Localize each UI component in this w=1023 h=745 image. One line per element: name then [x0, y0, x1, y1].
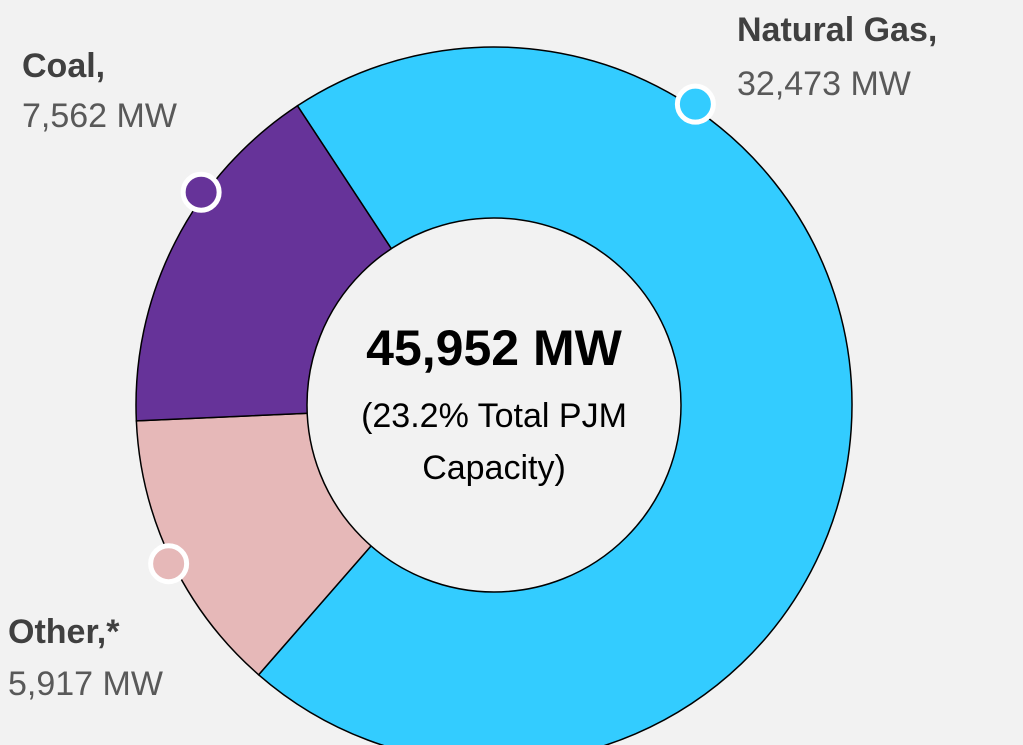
donut-hole — [306, 217, 682, 593]
slice-value: 32,473 MW — [737, 65, 911, 103]
center-title: 45,952 MW — [366, 320, 622, 376]
slice-value: 7,562 MW — [22, 97, 177, 135]
slice-value: 5,917 MW — [8, 665, 163, 703]
label-dot — [180, 171, 222, 213]
slice-name: Other,* — [8, 613, 120, 651]
center-subtitle: (23.2% Total PJM — [361, 397, 627, 435]
label-dot — [148, 543, 190, 585]
slice-name: Natural Gas, — [737, 11, 937, 49]
slice-name: Coal, — [22, 47, 105, 85]
label-dot — [674, 83, 716, 125]
center-subtitle: Capacity) — [422, 449, 566, 487]
